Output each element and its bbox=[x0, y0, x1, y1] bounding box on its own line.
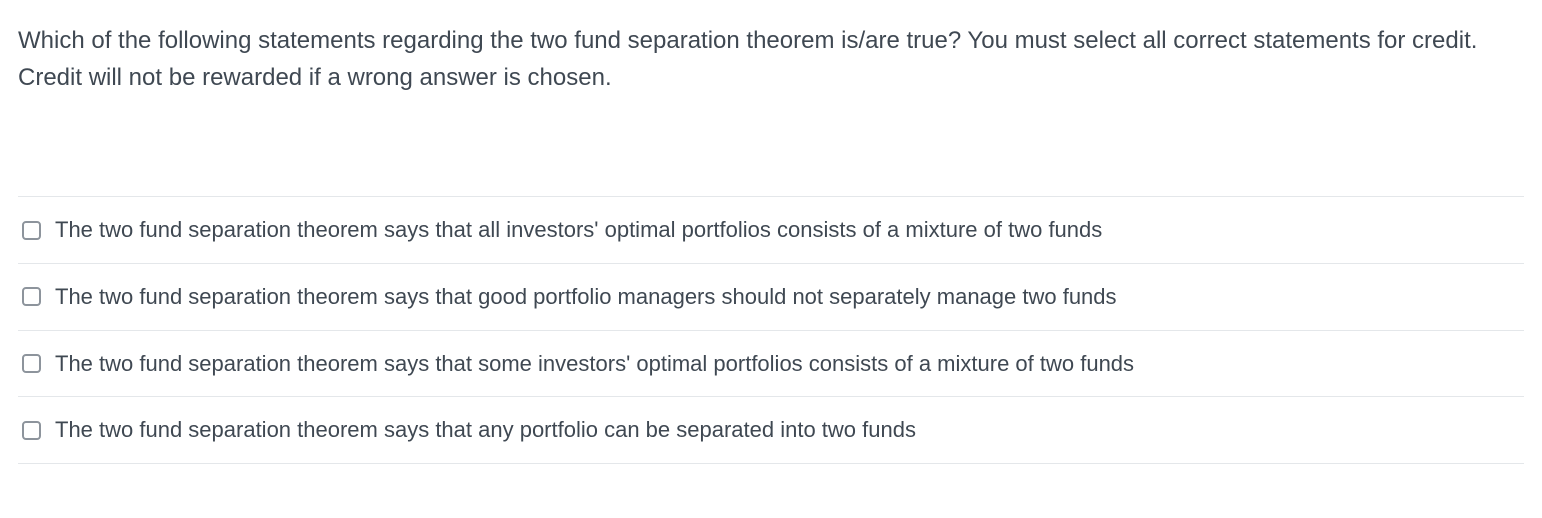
question-text: Which of the following statements regard… bbox=[18, 22, 1524, 96]
option-checkbox[interactable] bbox=[22, 354, 41, 373]
option-row[interactable]: The two fund separation theorem says tha… bbox=[18, 330, 1524, 397]
option-label: The two fund separation theorem says tha… bbox=[55, 282, 1520, 312]
option-row[interactable]: The two fund separation theorem says tha… bbox=[18, 196, 1524, 263]
option-label: The two fund separation theorem says tha… bbox=[55, 415, 1520, 445]
option-label: The two fund separation theorem says tha… bbox=[55, 349, 1520, 379]
option-label: The two fund separation theorem says tha… bbox=[55, 215, 1520, 245]
option-checkbox[interactable] bbox=[22, 421, 41, 440]
options-list: The two fund separation theorem says tha… bbox=[18, 196, 1524, 464]
option-checkbox[interactable] bbox=[22, 221, 41, 240]
option-row[interactable]: The two fund separation theorem says tha… bbox=[18, 263, 1524, 330]
option-row[interactable]: The two fund separation theorem says tha… bbox=[18, 396, 1524, 464]
option-checkbox[interactable] bbox=[22, 287, 41, 306]
